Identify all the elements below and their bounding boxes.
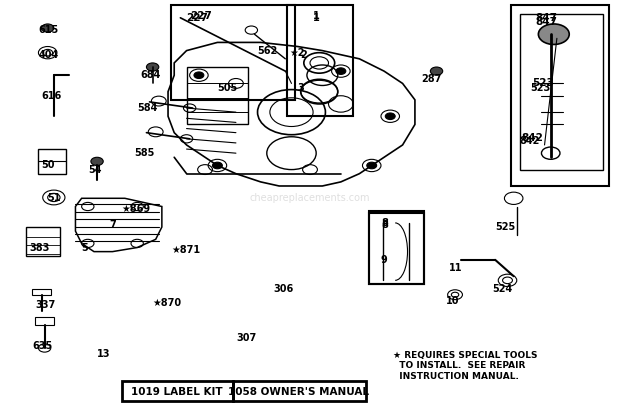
Text: 3: 3 (298, 83, 304, 93)
Text: 847: 847 (535, 13, 557, 23)
Text: 8: 8 (381, 220, 388, 230)
Bar (233, 381, 366, 401)
Text: 11: 11 (449, 263, 463, 273)
Text: 584: 584 (137, 103, 157, 113)
Text: 50: 50 (42, 161, 55, 171)
Circle shape (146, 63, 159, 71)
Bar (369, 211, 424, 285)
Text: 1058 OWNER'S MANUAL: 1058 OWNER'S MANUAL (228, 387, 370, 397)
Text: 227: 227 (187, 13, 208, 23)
Text: 404: 404 (38, 50, 59, 60)
Bar (171, 5, 294, 100)
Text: 9: 9 (381, 255, 388, 265)
Circle shape (538, 24, 569, 45)
Text: 8: 8 (381, 218, 388, 228)
Bar (26, 227, 60, 256)
Text: ★871: ★871 (171, 244, 200, 254)
Text: 383: 383 (29, 242, 50, 252)
Bar (32, 289, 51, 295)
Text: 562: 562 (257, 45, 278, 56)
Text: 1: 1 (313, 11, 320, 21)
Bar (122, 381, 233, 401)
Circle shape (367, 162, 377, 169)
Bar (187, 67, 248, 124)
Circle shape (430, 67, 443, 75)
Text: 616: 616 (42, 91, 62, 101)
Text: 54: 54 (88, 164, 101, 175)
Text: ★ REQUIRES SPECIAL TOOLS
  TO INSTALL.  SEE REPAIR
  INSTRUCTION MANUAL.: ★ REQUIRES SPECIAL TOOLS TO INSTALL. SEE… (393, 351, 538, 381)
Circle shape (385, 113, 395, 119)
Text: 524: 524 (492, 284, 512, 294)
Text: 842: 842 (521, 133, 544, 142)
Circle shape (194, 72, 204, 78)
Circle shape (42, 24, 54, 32)
Circle shape (91, 157, 104, 166)
Bar (286, 5, 353, 116)
Bar (520, 14, 603, 170)
Bar (511, 5, 609, 186)
Bar (35, 317, 54, 325)
Text: 306: 306 (273, 284, 293, 294)
Text: 2: 2 (301, 50, 308, 60)
Text: 585: 585 (134, 148, 154, 158)
Bar (369, 213, 424, 285)
Bar (38, 149, 66, 174)
Text: 10: 10 (446, 296, 459, 306)
Text: 525: 525 (495, 222, 515, 232)
Text: 5: 5 (82, 242, 89, 252)
Text: ★869: ★869 (122, 204, 151, 214)
Text: 1: 1 (313, 13, 320, 23)
Text: 307: 307 (236, 333, 256, 343)
Circle shape (213, 162, 223, 169)
Text: 684: 684 (140, 70, 161, 80)
Text: 287: 287 (421, 74, 441, 84)
Text: 842: 842 (520, 136, 540, 146)
Circle shape (336, 68, 346, 74)
Text: 227: 227 (190, 11, 211, 21)
Text: 523: 523 (530, 83, 551, 93)
Text: 7: 7 (109, 220, 116, 230)
Text: ★2: ★2 (290, 47, 305, 58)
Text: 847: 847 (535, 17, 557, 27)
Text: cheapreplacements.com: cheapreplacements.com (250, 193, 370, 203)
Text: 635: 635 (32, 341, 53, 351)
Text: ★870: ★870 (153, 298, 182, 308)
Text: 51: 51 (48, 193, 61, 203)
Text: 337: 337 (35, 300, 56, 310)
Text: 13: 13 (97, 349, 110, 359)
Text: 523: 523 (532, 78, 554, 88)
Text: 1019 LABEL KIT: 1019 LABEL KIT (131, 387, 223, 397)
Text: 615: 615 (38, 25, 59, 35)
Text: 505: 505 (218, 83, 237, 93)
